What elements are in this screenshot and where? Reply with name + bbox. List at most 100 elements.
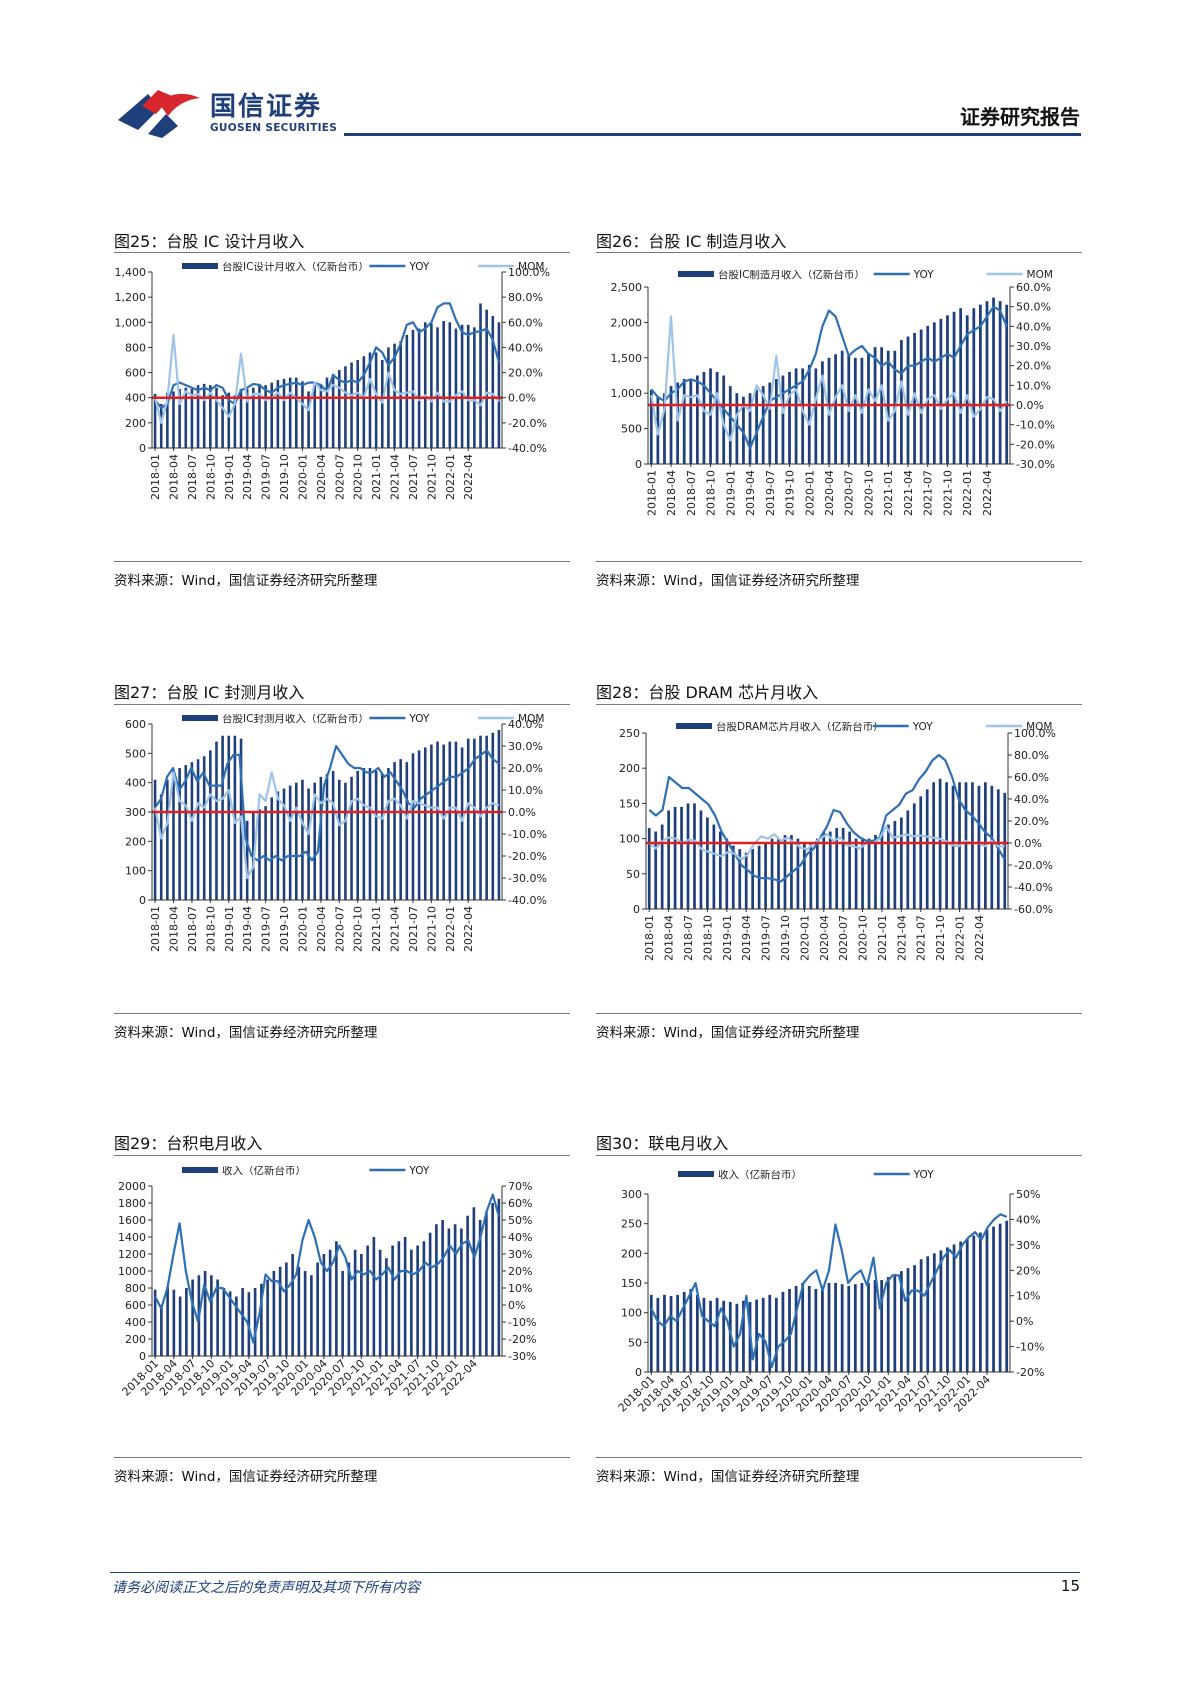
bar: [235, 1296, 238, 1356]
bar: [319, 776, 323, 900]
left-axis-tick-label: 1000: [118, 1265, 146, 1278]
bar: [669, 1296, 673, 1372]
bar: [430, 323, 433, 448]
x-axis-tick-label: 2019-10: [784, 470, 797, 516]
left-axis-tick-label: 200: [621, 1247, 642, 1260]
brand-name-en: GUOSEN SECURITIES: [210, 122, 338, 134]
bar: [215, 741, 218, 900]
bar: [880, 831, 884, 909]
bar: [337, 370, 341, 448]
legend-yoy-entry: YOY: [369, 714, 430, 725]
bar: [900, 340, 903, 464]
bar: [680, 806, 683, 909]
bar: [447, 1228, 451, 1356]
legend-bar-label: 台股IC制造月收入（亿新台币）: [718, 270, 865, 281]
x-axis-tick-label: 2022-01: [444, 906, 457, 952]
bar: [453, 1224, 457, 1356]
x-axis-tick-label: 2020-01: [296, 454, 309, 500]
right-axis-tick-label: 60.0%: [1016, 281, 1051, 294]
bar: [473, 738, 476, 900]
bar: [423, 322, 427, 448]
x-axis-tick-label: 2022-04: [462, 454, 475, 500]
left-axis-tick-label: 50: [628, 1336, 642, 1349]
right-axis-tick-label: 80.0%: [1014, 749, 1049, 762]
x-axis-tick-label: 2018-07: [186, 454, 199, 500]
x-axis-tick-label: 2018-04: [665, 470, 678, 516]
bar: [867, 354, 870, 464]
bar: [331, 373, 335, 448]
page-number: 15: [1060, 1577, 1080, 1595]
bar: [932, 782, 936, 909]
bar: [272, 1271, 276, 1356]
bar: [649, 389, 653, 464]
left-axis-tick-label: 2000: [118, 1180, 146, 1193]
legend-mom-label: MOM: [1027, 270, 1053, 281]
bar: [485, 735, 488, 900]
legend-bar-swatch: [182, 263, 218, 269]
right-axis-tick-label: 40.0%: [508, 718, 543, 731]
figure-title-rule: [596, 704, 1082, 705]
chart-ic-packaging-revenue: 台股IC封测月收入（亿新台币） YOY MOM 0 100 200 300 400 500 600…: [125, 714, 547, 952]
bar: [742, 396, 745, 464]
left-axis-tick-label: 1,000: [611, 387, 643, 400]
bar: [663, 1294, 666, 1372]
bar: [313, 385, 317, 448]
bar: [742, 1300, 745, 1372]
bar: [978, 304, 982, 464]
bar: [932, 1253, 936, 1372]
right-axis-tick-label: 20.0%: [508, 762, 543, 775]
bar: [873, 1280, 877, 1372]
bar: [926, 1256, 930, 1372]
bar: [809, 842, 813, 909]
x-axis-tick-label: 2020-07: [333, 906, 346, 952]
source-note: 资料来源：Wind，国信证券经济研究所整理: [596, 1025, 860, 1041]
bar: [166, 1286, 169, 1356]
right-axis-tick-label: -20.0%: [1016, 438, 1055, 451]
left-axis-tick-label: 800: [125, 341, 146, 354]
left-axis-tick-label: 600: [125, 367, 146, 380]
left-axis-tick-label: 1,200: [115, 291, 147, 304]
right-axis-tick-label: -20%: [508, 1333, 536, 1346]
x-axis-tick-label: 2021-01: [370, 454, 383, 500]
bar: [906, 1268, 910, 1372]
right-axis-tick-label: 20.0%: [508, 367, 543, 380]
footer-divider: [110, 1572, 1080, 1573]
source-rule: [596, 1457, 1082, 1458]
bar: [282, 378, 286, 448]
bar: [337, 779, 341, 900]
bar: [676, 1294, 680, 1372]
bar: [853, 357, 857, 464]
bar: [978, 1232, 982, 1372]
bar: [807, 1285, 811, 1372]
bar: [307, 788, 310, 900]
x-axis-tick-label: 2018-01: [149, 454, 162, 500]
bar: [253, 1288, 257, 1356]
legend-yoy-label: YOY: [408, 714, 430, 725]
bar: [781, 375, 785, 464]
report-type-label: 证券研究报告: [960, 105, 1080, 129]
bar: [861, 838, 864, 909]
x-axis-tick-label: 2021-07: [922, 470, 935, 516]
right-axis-tick-label: 0.0%: [1014, 837, 1042, 850]
bar: [172, 770, 175, 900]
bar: [264, 385, 267, 448]
bar: [473, 327, 476, 448]
bar: [807, 364, 811, 464]
bar: [794, 368, 798, 464]
bar: [303, 1271, 307, 1356]
bar: [718, 831, 722, 909]
x-axis-tick-label: 2021-01: [370, 906, 383, 952]
bar: [946, 315, 949, 464]
bar: [454, 328, 458, 448]
bar: [777, 838, 780, 909]
right-axis-tick-label: 30%: [508, 1248, 532, 1261]
x-axis-tick-label: 2019-10: [278, 454, 291, 500]
left-axis-tick-label: 600: [125, 1299, 146, 1312]
x-axis-tick-label: 2020-10: [857, 915, 870, 961]
x-axis-tick-label: 2020-04: [823, 470, 836, 516]
x-axis-tick-label: 2021-01: [876, 915, 889, 961]
x-axis-tick-label: 2022-04: [981, 470, 994, 516]
right-axis-tick-label: 60.0%: [508, 316, 543, 329]
bar: [840, 350, 844, 464]
bar: [768, 1294, 772, 1372]
